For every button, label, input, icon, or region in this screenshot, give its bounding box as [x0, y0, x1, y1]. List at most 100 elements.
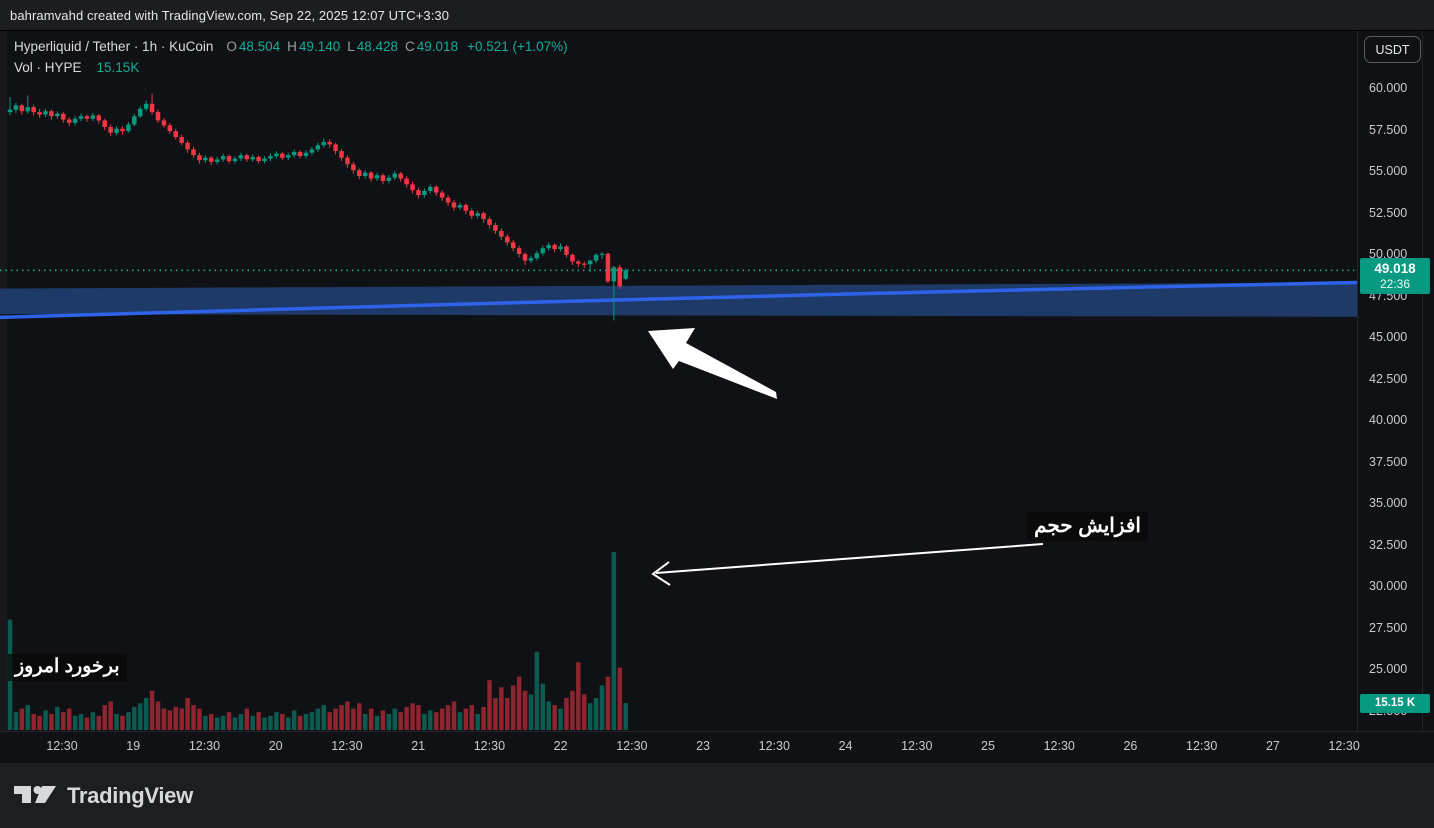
volume-bar	[179, 708, 184, 730]
chart-pane[interactable]: Hyperliquid / Tether · 1h · KuCoin O 48.…	[0, 31, 1434, 762]
time-axis[interactable]: 12:30 19 12:30 20 12:30 21 12:30 22 12:30 23 12:30…	[0, 731, 1434, 762]
volume-bar	[72, 715, 78, 730]
candle	[31, 107, 36, 113]
candle	[285, 155, 291, 158]
price-tick-label: 57.500	[1369, 122, 1408, 137]
candle	[19, 105, 25, 112]
candle	[623, 270, 628, 279]
volume-bar	[451, 701, 457, 730]
volume-bar	[564, 698, 569, 730]
candle	[72, 118, 78, 123]
price-tick-label: 37.500	[1369, 454, 1408, 469]
volume-bar	[428, 710, 433, 730]
volume-bar	[262, 717, 267, 730]
candle	[179, 137, 184, 143]
volume-bar	[581, 694, 587, 730]
open-label: O	[226, 39, 237, 54]
volume-bar	[167, 710, 173, 730]
candle	[250, 156, 255, 160]
volume-bar	[303, 714, 309, 730]
volume-bar	[321, 705, 327, 730]
candle	[226, 156, 232, 162]
candle	[102, 120, 107, 127]
volume-bar	[605, 676, 611, 730]
candle	[611, 267, 617, 282]
candle	[274, 153, 279, 157]
candle	[256, 156, 261, 161]
candle	[238, 155, 244, 159]
candle	[297, 151, 303, 157]
currency-button[interactable]: USDT	[1364, 36, 1421, 63]
price-tick-label: 60.000	[1369, 81, 1408, 95]
time-tick-label: 12:30	[616, 739, 648, 753]
volume-bar	[173, 706, 179, 730]
volume-bar	[214, 717, 220, 730]
volume-bar	[96, 715, 102, 730]
candle	[475, 213, 480, 216]
volume-bar	[244, 708, 250, 730]
scale-inner-line	[1422, 31, 1423, 762]
candle	[78, 116, 84, 119]
time-tick-label: 20	[268, 739, 283, 753]
candle	[576, 261, 581, 264]
volume-bar	[132, 706, 137, 730]
candle	[49, 111, 54, 117]
candle	[439, 192, 445, 198]
volume-bar	[410, 703, 415, 730]
volume-bar	[232, 717, 238, 730]
candle	[96, 115, 102, 121]
candle	[445, 197, 451, 203]
tradingview-logo-icon	[14, 786, 56, 803]
volume-bar	[439, 708, 445, 730]
drawings-layer	[648, 328, 1044, 586]
candle	[149, 103, 155, 113]
candle	[469, 210, 475, 216]
volume-label[interactable]: Vol · HYPE	[14, 60, 82, 75]
volume-bar	[268, 715, 273, 730]
candle	[90, 115, 96, 119]
time-tick-label: 12:30	[1328, 739, 1360, 753]
price-chart-canvas[interactable]	[0, 31, 1357, 762]
volume-value: 15.15K	[96, 60, 140, 75]
symbol-title[interactable]: Hyperliquid / Tether · 1h · KuCoin	[14, 39, 214, 54]
volume-bar	[339, 705, 344, 730]
volume-bar	[487, 680, 492, 730]
volume-bar	[274, 712, 279, 730]
volume-bar	[203, 715, 208, 730]
volume-bar	[197, 708, 202, 730]
price-tick-label: 30.000	[1369, 579, 1408, 593]
pane-left-edge	[0, 31, 7, 762]
trend-channel-fill	[0, 282, 1357, 317]
candle	[433, 186, 439, 193]
candle	[7, 109, 13, 113]
volume-increase-note[interactable]: افزایش حجم	[1027, 512, 1148, 541]
volume-bar	[161, 708, 167, 730]
candle	[546, 244, 551, 249]
volume-bar	[226, 712, 232, 730]
candle	[333, 144, 338, 151]
trend-channel-line	[0, 280, 1357, 320]
time-tick-label: 21	[411, 739, 426, 753]
volume-arrow-annotation[interactable]	[651, 543, 1044, 586]
big-arrow-annotation[interactable]	[648, 328, 777, 399]
candle	[581, 263, 587, 265]
candle	[416, 190, 421, 196]
time-tick-label: 12:30	[331, 739, 363, 753]
candle	[587, 260, 593, 265]
candle	[481, 213, 486, 220]
candle	[463, 205, 469, 211]
volume-bar	[84, 717, 90, 730]
volume-bar	[209, 714, 214, 730]
price-tick-label: 42.500	[1369, 371, 1408, 386]
candle	[505, 236, 510, 243]
tradingview-logo[interactable]: TradingView	[13, 782, 193, 809]
time-tick-label: 27	[1265, 739, 1280, 753]
volume-bar	[374, 715, 380, 730]
volume-bar	[61, 712, 66, 730]
candle	[528, 258, 534, 261]
candle	[540, 248, 546, 254]
tradingview-logo-text: TradingView	[67, 782, 193, 808]
touch-today-note[interactable]: برخورد امروز	[8, 654, 127, 681]
price-axis[interactable]: USDT 60.000 57.500 55.000 52.500 50.000 47.50…	[1357, 31, 1434, 762]
volume-bar	[333, 708, 338, 730]
